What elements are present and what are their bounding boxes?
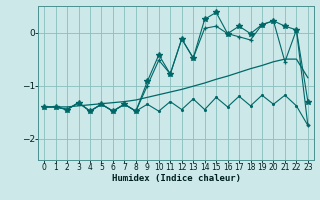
X-axis label: Humidex (Indice chaleur): Humidex (Indice chaleur) bbox=[111, 174, 241, 183]
